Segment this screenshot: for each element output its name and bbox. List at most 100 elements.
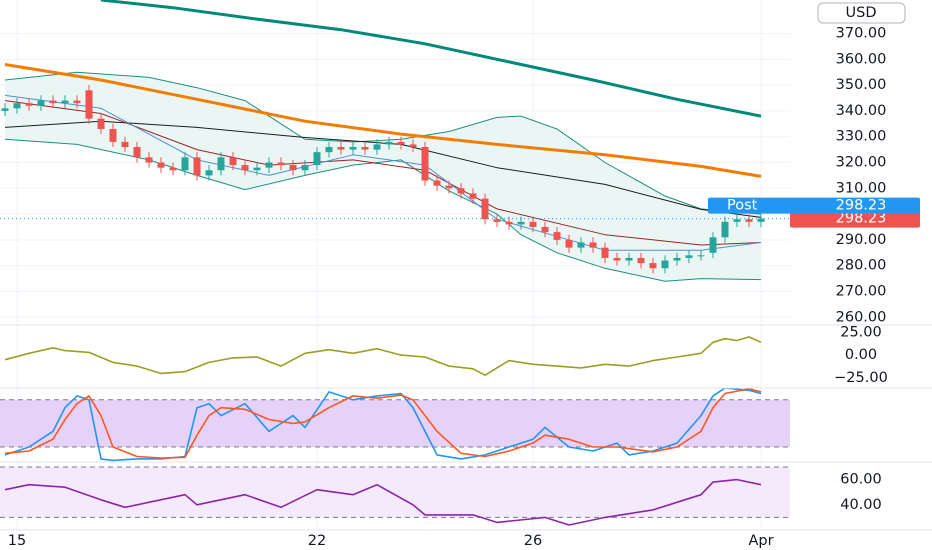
candle-body: [133, 147, 141, 158]
y-tick-label: 270.00: [836, 283, 887, 299]
candle-body: [493, 219, 501, 222]
candle-body: [325, 147, 333, 153]
candle-body: [265, 162, 273, 168]
candle-body: [625, 257, 633, 261]
currency-box[interactable]: [817, 2, 906, 24]
candle-body: [145, 157, 153, 163]
candle-body: [61, 100, 69, 104]
moving-average: [4, 63, 762, 178]
indicator-line: [4, 336, 762, 376]
indicator-line: [4, 478, 762, 526]
post-label: Post: [727, 198, 758, 214]
candle-body: [685, 255, 693, 258]
y-tick-label: 350.00: [836, 77, 887, 93]
rsi-pane: [0, 466, 790, 526]
candle-body: [505, 221, 513, 225]
candle-body: [433, 180, 441, 186]
candle-body: [409, 144, 417, 148]
x-tick-label: 26: [524, 533, 542, 549]
candle-body: [373, 144, 381, 150]
candle-body: [229, 157, 237, 166]
candle-body: [97, 118, 105, 129]
currency-label[interactable]: USD: [846, 5, 877, 21]
stochastic-pane: [0, 388, 790, 462]
y-tick-label: 340.00: [836, 103, 887, 119]
price-pane: [0, 0, 790, 282]
candle-body: [169, 167, 177, 171]
y-tick-label: −25.00: [834, 370, 888, 386]
last-price-box: [790, 209, 920, 228]
candle-body: [85, 90, 93, 119]
candle-body: [241, 165, 249, 171]
candle-body: [109, 128, 117, 142]
candle-body: [421, 147, 429, 181]
candle-body: [541, 226, 549, 233]
y-tick-label: 320.00: [836, 155, 887, 171]
candle-body: [517, 221, 525, 225]
candle-body: [253, 167, 261, 171]
x-tick-label: Apr: [748, 533, 773, 549]
moving-average: [4, 100, 762, 246]
post-price-label: 298.23: [836, 198, 887, 214]
candle-body: [217, 157, 225, 171]
indicator-line: [4, 388, 762, 459]
candle-body: [577, 242, 585, 248]
y-tick-label: 360.00: [836, 51, 887, 67]
candle-body: [721, 221, 729, 238]
candle-body: [673, 257, 681, 261]
candle-body: [277, 162, 285, 166]
candle-body: [529, 221, 537, 227]
y-tick-label: 0.00: [845, 347, 877, 363]
candle-body: [361, 147, 369, 150]
candle-body: [73, 100, 81, 104]
x-tick-label: 15: [8, 533, 26, 549]
candle-body: [1, 108, 9, 111]
candle-body: [121, 141, 129, 148]
candle-body: [13, 103, 21, 109]
candle-body: [589, 242, 597, 248]
candle-body: [445, 185, 453, 189]
candle-body: [157, 162, 165, 168]
candle-body: [745, 219, 753, 222]
oscillator-pane: [4, 336, 762, 376]
x-tick-label: 22: [308, 533, 326, 549]
candle-body: [697, 255, 705, 257]
candle-body: [313, 152, 321, 166]
y-tick-label: 25.00: [840, 324, 882, 340]
moving-average: [100, 0, 762, 118]
y-tick-label: 290.00: [836, 232, 887, 248]
moving-average: [4, 94, 762, 251]
band-fill: [0, 399, 790, 448]
bollinger-fill: [5, 72, 761, 282]
candle-body: [49, 100, 57, 104]
candle-body: [25, 103, 33, 106]
candle-body: [613, 257, 621, 261]
candle-body: [637, 257, 645, 264]
candle-body: [709, 237, 717, 253]
candle-body: [457, 188, 465, 194]
band-fill: [0, 467, 790, 518]
candle-body: [301, 165, 309, 171]
y-tick-label: 330.00: [836, 129, 887, 145]
candle-body: [289, 165, 297, 171]
y-tick-label: 280.00: [836, 258, 887, 274]
candle-body: [553, 232, 561, 240]
candle-body: [349, 147, 357, 150]
candle-body: [661, 260, 669, 269]
candle-body: [193, 157, 201, 176]
y-tick-label: 370.00: [836, 26, 887, 42]
y-tick-label: 40.00: [840, 497, 882, 513]
candle-body: [397, 141, 405, 145]
candle-body: [469, 193, 477, 199]
candle-body: [205, 170, 213, 176]
y-tick-label: 310.00: [836, 180, 887, 196]
y-tick-label: 60.00: [840, 472, 882, 488]
candle-body: [733, 219, 741, 222]
candle-body: [649, 263, 657, 269]
candle-body: [385, 141, 393, 145]
candle-body: [601, 247, 609, 258]
candle-body: [565, 239, 573, 248]
